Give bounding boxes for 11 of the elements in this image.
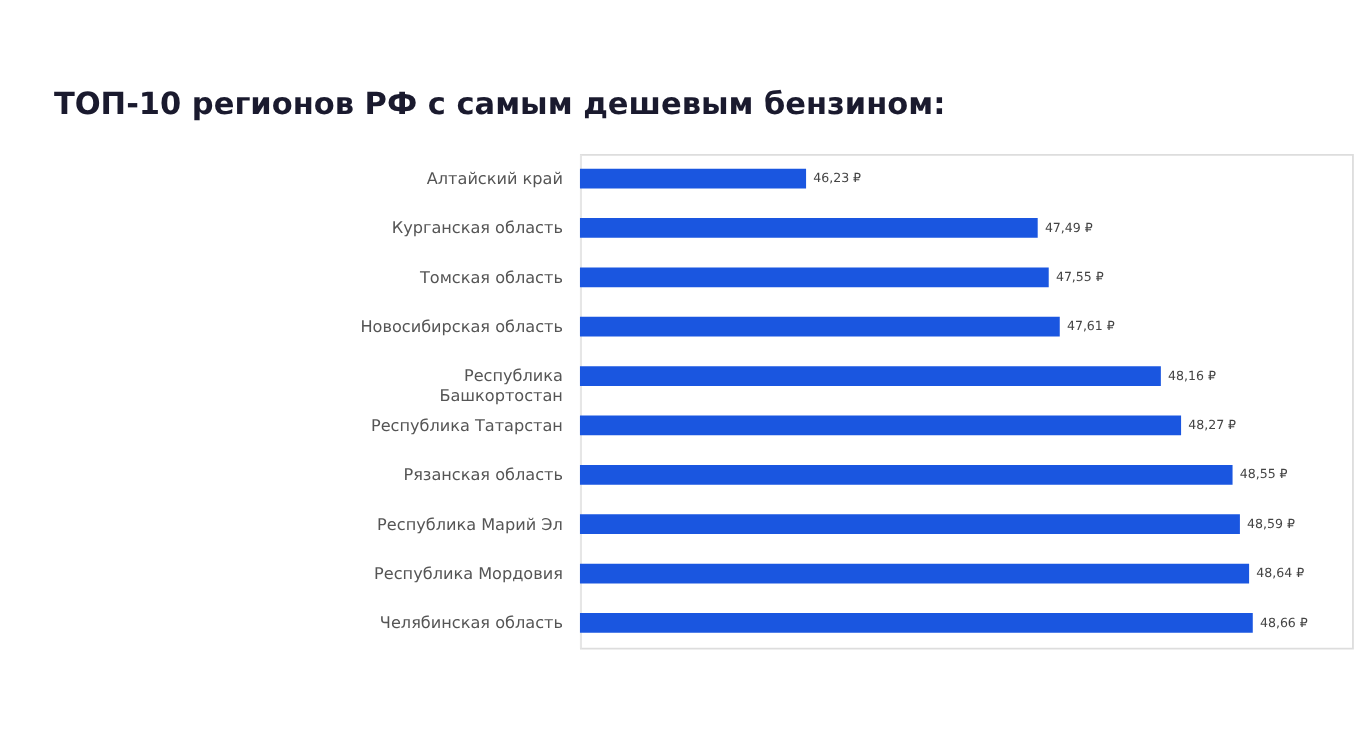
- chart-title: ТОП-10 регионов РФ с самым дешевым бензином:: [53, 86, 946, 123]
- y-tick-label: Томская область: [417, 268, 564, 287]
- y-tick-label: Алтайский край: [426, 169, 563, 188]
- y-tick-label: Курганская область: [391, 219, 564, 238]
- y-tick-label: Республика Башкортостан: [439, 367, 563, 406]
- y-tick-label: Республика Татарстан: [370, 416, 563, 435]
- y-tick-label: Рязанская область: [403, 466, 564, 485]
- y-tick-label: Челябинская область: [379, 614, 564, 633]
- y-tick-label: Республика Мордовия: [374, 564, 564, 583]
- y-tick-label: Новосибирская область: [360, 318, 564, 337]
- y-tick-label: Республика Марий Эл: [377, 515, 563, 534]
